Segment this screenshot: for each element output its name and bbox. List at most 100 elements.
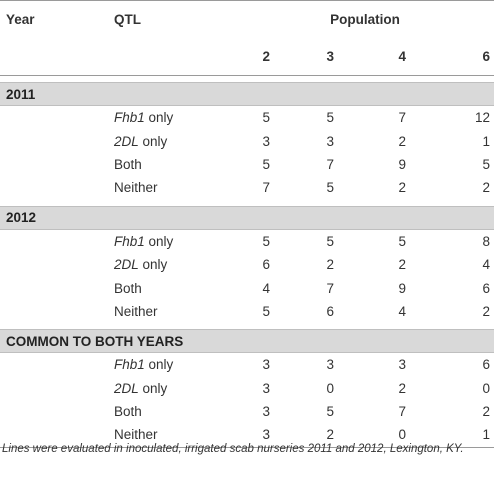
value-cell-pop-4: 2 <box>398 180 406 196</box>
qtl-name: 2DL <box>114 257 139 273</box>
table-row: 2DL only 3 0 2 0 <box>0 377 494 400</box>
value-cell-pop-4: 7 <box>398 404 406 420</box>
qtl-label: only <box>138 133 168 149</box>
qtl-cell: Neither <box>108 423 236 448</box>
value-cell-pop-2: 3 <box>262 380 270 396</box>
value-cell-pop-4: 4 <box>398 303 406 319</box>
table-row: Neither 3 2 0 1 <box>0 423 494 448</box>
qtl-label: Neither <box>114 180 158 196</box>
value-cell-pop-3: 5 <box>326 110 334 126</box>
value-cell-pop-2: 5 <box>262 156 270 172</box>
value-cell-pop-3: 7 <box>326 156 334 172</box>
value-cell-pop-3: 5 <box>326 404 334 420</box>
table-row: Both 5 7 9 5 <box>0 153 494 176</box>
value-cell-pop-3: 7 <box>326 280 334 296</box>
value-cell-pop-2: 3 <box>236 423 292 448</box>
value-cell-pop-4: 9 <box>398 280 406 296</box>
table-row: Neither 5 6 4 2 <box>0 300 494 323</box>
qtl-cell: Both <box>108 153 236 176</box>
value-cell-pop-2: 5 <box>262 303 270 319</box>
value-cell-pop-3: 2 <box>326 257 334 273</box>
value-cell-pop-3: 2 <box>292 423 358 448</box>
year-cell <box>0 176 108 199</box>
value-cell-pop-6: 8 <box>482 233 490 249</box>
header-qtl: QTL <box>114 11 141 27</box>
value-cell-pop-6: 2 <box>482 303 490 319</box>
year-cell <box>0 423 108 448</box>
value-cell-pop-4: 2 <box>398 257 406 273</box>
header-pop-6: 6 <box>482 48 490 64</box>
value-cell-pop-3: 5 <box>326 233 334 249</box>
value-cell-pop-2: 5 <box>262 233 270 249</box>
section-row: 2011 <box>0 82 494 106</box>
qtl-name: Fhb1 <box>114 357 145 373</box>
table-row: 2DL only 3 3 2 1 <box>0 129 494 152</box>
value-cell-pop-2: 4 <box>262 280 270 296</box>
section-title: 2011 <box>0 82 494 106</box>
value-cell-pop-6: 6 <box>482 357 490 373</box>
qtl-cell: 2DL only <box>108 377 236 400</box>
year-cell <box>0 129 108 152</box>
table-footnote: Lines were evaluated in inoculated, irri… <box>2 443 464 455</box>
value-cell-pop-2: 7 <box>262 180 270 196</box>
value-cell-pop-2: 6 <box>262 257 270 273</box>
qtl-cell: Fhb1 only <box>108 229 236 253</box>
header-pop-3: 3 <box>326 48 334 64</box>
table-row: Fhb1 only 5 5 5 8 <box>0 229 494 253</box>
qtl-cell: Both <box>108 400 236 423</box>
value-cell-pop-4: 0 <box>358 423 436 448</box>
qtl-label: only <box>144 357 174 373</box>
year-cell <box>0 276 108 299</box>
table-row: Fhb1 only 3 3 3 6 <box>0 353 494 377</box>
year-cell <box>0 377 108 400</box>
qtl-label: Neither <box>114 303 158 319</box>
qtl-cell: Fhb1 only <box>108 106 236 130</box>
value-cell-pop-2: 3 <box>262 404 270 420</box>
value-cell-pop-6: 0 <box>482 380 490 396</box>
qtl-label: Neither <box>114 427 158 443</box>
value-cell-pop-4: 2 <box>398 133 406 149</box>
value-cell-pop-2: 3 <box>262 357 270 373</box>
qtl-label: only <box>138 257 168 273</box>
value-cell-pop-6: 12 <box>474 110 490 126</box>
qtl-name: Fhb1 <box>114 110 145 126</box>
qtl-cell: Neither <box>108 300 236 323</box>
table-body: 2011 Fhb1 only 5 5 7 12 2DL only 3 3 2 1 Both 5 7 9 5 Ne… <box>0 76 494 448</box>
value-cell-pop-3: 0 <box>326 380 334 396</box>
value-cell-pop-6: 4 <box>482 257 490 273</box>
value-cell-pop-2: 3 <box>262 133 270 149</box>
qtl-cell: Fhb1 only <box>108 353 236 377</box>
year-cell <box>0 300 108 323</box>
qtl-population-table: Year QTL Population 2 3 4 6 2011 Fhb1 onl… <box>0 0 494 448</box>
value-cell-pop-6: 5 <box>482 156 490 172</box>
qtl-label: only <box>144 233 174 249</box>
year-cell <box>0 153 108 176</box>
table-row: Neither 7 5 2 2 <box>0 176 494 199</box>
qtl-cell: Both <box>108 276 236 299</box>
year-cell <box>0 400 108 423</box>
table-header: Year QTL Population 2 3 4 6 <box>0 0 494 76</box>
value-cell-pop-3: 3 <box>326 357 334 373</box>
qtl-label: only <box>144 110 174 126</box>
value-cell-pop-4: 7 <box>398 110 406 126</box>
qtl-name: 2DL <box>114 133 139 149</box>
section-title: COMMON TO BOTH YEARS <box>0 329 494 354</box>
qtl-cell: Neither <box>108 176 236 199</box>
header-population: Population <box>330 11 400 27</box>
value-cell-pop-2: 5 <box>262 110 270 126</box>
header-pop-2: 2 <box>262 48 270 64</box>
header-pop-4: 4 <box>398 48 406 64</box>
value-cell-pop-4: 3 <box>398 357 406 373</box>
section-title: 2012 <box>0 205 494 230</box>
value-cell-pop-6: 6 <box>482 280 490 296</box>
section-row: 2012 <box>0 205 494 230</box>
qtl-cell: 2DL only <box>108 129 236 152</box>
table-row: Both 3 5 7 2 <box>0 400 494 423</box>
section-row: COMMON TO BOTH YEARS <box>0 329 494 354</box>
value-cell-pop-6: 2 <box>482 404 490 420</box>
table-row: 2DL only 6 2 2 4 <box>0 253 494 276</box>
value-cell-pop-3: 3 <box>326 133 334 149</box>
qtl-label: Both <box>114 156 142 172</box>
value-cell-pop-6: 1 <box>436 423 494 448</box>
year-cell <box>0 229 108 253</box>
